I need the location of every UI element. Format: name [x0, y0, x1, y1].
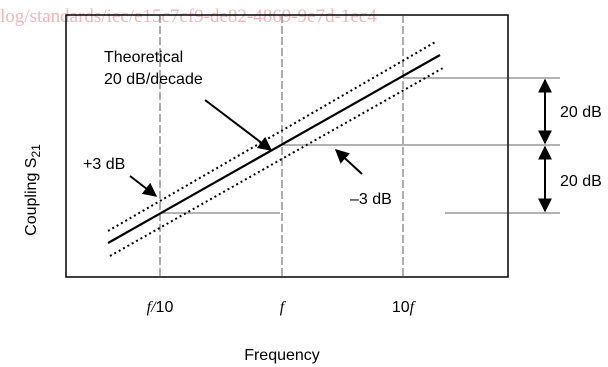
y-label-sub: 21 — [29, 144, 43, 158]
step-label: 20 dB — [560, 104, 602, 121]
upper-limit-line — [107, 40, 438, 232]
grid — [159, 15, 560, 277]
x-axis-label: Frequency — [244, 347, 320, 364]
y-label-text: Coupling S — [23, 158, 40, 236]
arrows — [129, 78, 552, 213]
y-axis-label: Coupling S21 — [23, 144, 43, 236]
tick-part: 10 — [392, 299, 410, 316]
watermark: log/standards/iec/e15c7cf9-de82-4869-9e7… — [0, 6, 377, 27]
tick-part: 10 — [156, 299, 174, 316]
theoretical-label: Theoretical — [104, 49, 183, 66]
plus-label: +3 dB — [83, 156, 125, 173]
tick-part: f — [280, 299, 287, 316]
theoretical-line — [107, 54, 441, 244]
lower-limit-line — [109, 67, 444, 257]
plot-frame — [65, 14, 509, 278]
x-tick-label: f — [280, 299, 287, 316]
tick-part: f — [410, 299, 417, 316]
slope-label: 20 dB/decade — [104, 71, 203, 88]
tick-part: f/ — [147, 299, 157, 316]
step-label: 20 dB — [560, 173, 602, 190]
x-tick-label: 10f — [392, 299, 417, 316]
x-tick-label: f/10 — [147, 299, 174, 316]
minus-label: –3 dB — [350, 191, 392, 208]
